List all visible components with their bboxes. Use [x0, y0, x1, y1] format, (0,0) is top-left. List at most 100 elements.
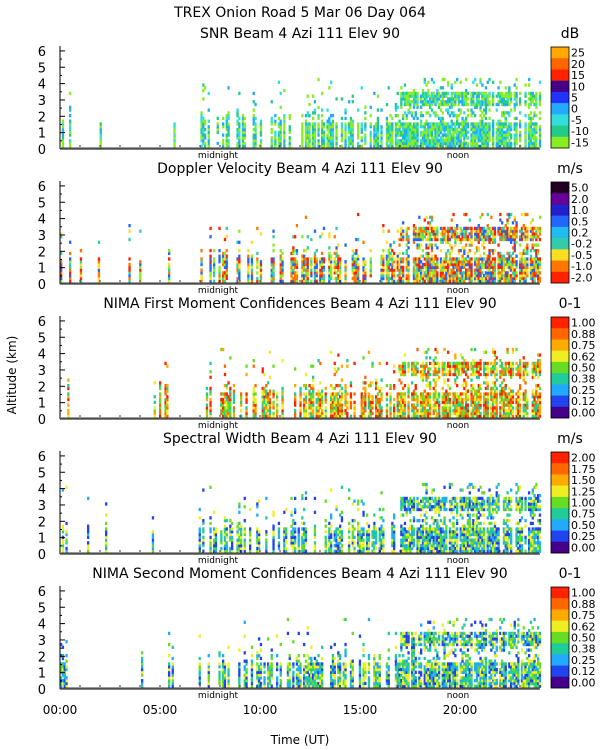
heatmap-cell [333, 260, 336, 264]
heatmap-cell [407, 411, 410, 416]
heatmap-cell [61, 122, 65, 126]
heatmap-cell [515, 223, 518, 228]
heatmap-cell [438, 102, 441, 107]
heatmap-cell [344, 384, 347, 388]
heatmap-cell [385, 279, 389, 283]
heatmap-cell [429, 274, 432, 278]
heatmap-cell [252, 133, 255, 137]
heatmap-cell [378, 406, 381, 410]
heatmap-cell [304, 133, 308, 137]
heatmap-cell [236, 111, 239, 115]
heatmap-cell [434, 361, 437, 366]
heatmap-cell [434, 97, 437, 101]
heatmap-cell [331, 136, 335, 140]
heatmap-cell [405, 268, 408, 272]
heatmap-cell [445, 276, 448, 281]
heatmap-cell [456, 133, 459, 137]
heatmap-cell [529, 91, 533, 96]
heatmap-cell [398, 133, 401, 137]
heatmap-cell [279, 125, 282, 129]
heatmap-cell [529, 144, 533, 148]
heatmap-cell [520, 232, 524, 236]
heatmap-cell [321, 395, 324, 399]
heatmap-cell [483, 97, 486, 101]
heatmap-cell [432, 136, 435, 140]
heatmap-cell [483, 240, 486, 244]
heatmap-cell [524, 91, 527, 96]
heatmap-cell [529, 254, 533, 258]
heatmap-cell [423, 411, 426, 416]
heatmap-cell [252, 144, 255, 148]
heatmap-cell [301, 262, 304, 267]
heatmap-cell [200, 111, 203, 115]
heatmap-cell [515, 260, 518, 264]
heatmap-cell [465, 122, 468, 126]
y-tick-label: 6 [38, 45, 46, 60]
heatmap-cell [501, 102, 504, 107]
heatmap-cell [218, 249, 221, 253]
heatmap-cell [427, 260, 430, 264]
heatmap-cell [535, 139, 538, 143]
heatmap-cell [209, 361, 212, 366]
heatmap-cell [380, 257, 383, 261]
heatmap-cell [380, 271, 383, 275]
heatmap-cell [164, 411, 167, 416]
heatmap-cell [412, 122, 416, 126]
heatmap-cell [430, 122, 434, 126]
heatmap-cell [421, 279, 425, 283]
heatmap-cell [481, 262, 484, 267]
heatmap-cell [513, 260, 516, 264]
heatmap-cell [506, 218, 509, 222]
heatmap-cell [533, 268, 536, 272]
heatmap-cell [364, 414, 367, 418]
heatmap-cell [465, 141, 468, 146]
heatmap-cell [393, 240, 396, 244]
heatmap-cell [277, 125, 281, 129]
heatmap-cell [252, 364, 255, 368]
heatmap-cell [450, 249, 453, 253]
heatmap-cell [447, 111, 450, 115]
heatmap-cell [452, 276, 455, 281]
heatmap-cell [241, 136, 245, 140]
heatmap-cell [222, 141, 225, 146]
heatmap-cell [427, 235, 430, 239]
heatmap-cell [306, 257, 309, 261]
heatmap-cell [97, 240, 101, 244]
heatmap-cell [265, 384, 268, 388]
heatmap-cell [339, 397, 342, 402]
heatmap-cell [477, 240, 480, 244]
heatmap-cell [362, 260, 365, 264]
heatmap-cell [303, 265, 306, 269]
heatmap-cell [405, 97, 408, 101]
heatmap-cell [508, 276, 511, 281]
heatmap-cell [438, 392, 441, 396]
heatmap-cell [411, 100, 414, 104]
heatmap-cell [474, 274, 477, 278]
heatmap-cell [411, 141, 414, 146]
heatmap-cell [254, 139, 257, 143]
heatmap-cell [168, 279, 171, 283]
heatmap-cell [60, 271, 63, 275]
heatmap-cell [281, 403, 284, 407]
heatmap-cell [355, 249, 358, 253]
heatmap-cell [502, 114, 506, 118]
heatmap-cell [339, 262, 342, 267]
heatmap-cell [407, 254, 410, 258]
heatmap-cell [429, 257, 432, 261]
heatmap-cell [423, 370, 426, 374]
heatmap-cell [265, 400, 268, 404]
heatmap-cell [238, 139, 241, 143]
heatmap-cell [416, 100, 419, 104]
heatmap-cell [396, 409, 399, 413]
heatmap-cell [511, 221, 515, 225]
heatmap-cell [400, 411, 403, 416]
heatmap-cell [423, 364, 426, 368]
heatmap-cell [515, 127, 518, 132]
heatmap-cell [432, 279, 435, 283]
heatmap-cell [420, 372, 423, 377]
heatmap-cell [308, 395, 311, 399]
heatmap-cell [222, 276, 225, 281]
heatmap-cell [209, 254, 212, 258]
heatmap-cell [247, 268, 250, 272]
heatmap-cell [259, 122, 263, 126]
